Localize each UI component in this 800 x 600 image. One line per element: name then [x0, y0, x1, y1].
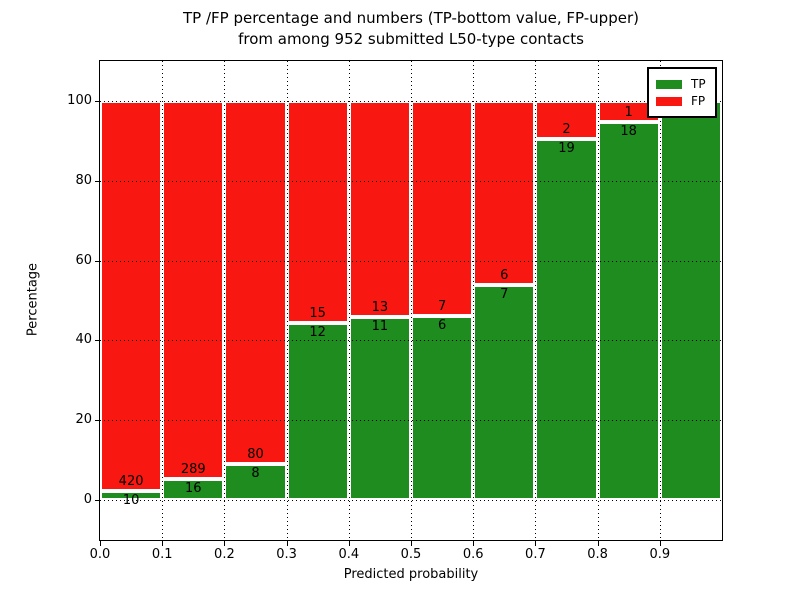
- fp-bar-segment: [286, 100, 349, 323]
- tp-count-label: 7: [500, 287, 509, 303]
- tp-count-label: 16: [185, 481, 202, 497]
- x-tick-mark: [473, 541, 475, 546]
- tp-legend-swatch: [656, 79, 682, 89]
- fp-bar-segment: [100, 100, 163, 491]
- x-tick-label: 0.6: [462, 547, 484, 562]
- fp-count-label: 6: [500, 268, 509, 284]
- y-tick-mark: [95, 180, 100, 182]
- y-tick-label: 80: [75, 172, 92, 188]
- fp-count-label: 15: [309, 305, 326, 321]
- tp-bar-segment: [286, 322, 349, 501]
- tp-bar-segment: [597, 121, 660, 501]
- tp-count-label: 18: [620, 123, 637, 139]
- x-tick-mark: [659, 541, 661, 546]
- x-tick-mark: [411, 541, 412, 546]
- x-tick-mark: [535, 541, 537, 546]
- tp-count-label: 6: [437, 317, 447, 333]
- tp-bar-segment: [535, 138, 598, 501]
- tp-bar-segment: [162, 479, 225, 501]
- fp-bar-segment: [348, 100, 411, 318]
- fp-bar-segment: [162, 100, 225, 480]
- x-tick-label: 0.2: [214, 547, 235, 562]
- annotations-layer: 420102891680815121311766721911812: [100, 61, 722, 540]
- x-tick-label: 0.9: [649, 547, 671, 562]
- fp-count-label: 7: [437, 298, 447, 314]
- y-tick-label: 40: [75, 332, 92, 348]
- legend-label: TP: [691, 77, 706, 91]
- bars-layer: [100, 61, 722, 540]
- fp-count-label: 80: [247, 446, 264, 462]
- x-tick-label: 0.3: [276, 547, 297, 562]
- x-tick-mark: [224, 541, 226, 546]
- y-tick-mark: [95, 420, 100, 422]
- tp-bar-segment: [100, 490, 163, 501]
- x-tick-mark: [162, 541, 164, 546]
- tp-count-label: 10: [122, 492, 140, 508]
- chart-title-line1: TP /FP percentage and numbers (TP-bottom…: [183, 9, 639, 27]
- fp-count-label: 2: [562, 121, 571, 137]
- x-tick-mark: [597, 541, 599, 546]
- y-tick-label: 20: [75, 412, 92, 428]
- chart-title: TP /FP percentage and numbers (TP-bottom…: [100, 8, 722, 50]
- tp-count-label: 12: [309, 324, 326, 340]
- tp-bar-segment: [659, 100, 722, 501]
- x-tick-mark: [100, 541, 101, 546]
- y-tick-mark: [95, 100, 100, 102]
- chart-title-line2: from among 952 submitted L50-type contac…: [238, 30, 584, 48]
- y-tick-label: 100: [67, 92, 92, 108]
- x-tick-label: 0.4: [338, 547, 360, 562]
- fp-legend-swatch: [656, 96, 682, 106]
- x-tick-label: 0.7: [525, 547, 546, 562]
- legend: TP FP: [647, 67, 717, 118]
- legend-label: FP: [691, 94, 706, 108]
- y-tick-mark: [95, 500, 100, 502]
- x-tick-mark: [348, 541, 350, 546]
- fp-count-label: 289: [180, 462, 206, 478]
- y-tick-label: 60: [75, 252, 92, 268]
- tp-bar-segment: [224, 463, 287, 501]
- tp-bar-segment: [411, 315, 474, 501]
- x-tick-mark: [286, 541, 288, 546]
- fp-bar-segment: [473, 100, 536, 286]
- x-tick-label: 0.8: [587, 547, 608, 562]
- fp-count-label: 13: [371, 300, 389, 316]
- fp-bar-segment: [224, 100, 287, 464]
- x-tick-label: 0.5: [400, 547, 422, 562]
- x-tick-label: 0.0: [89, 547, 111, 562]
- plot-area: 420102891680815121311766721911812: [99, 60, 723, 541]
- tp-bar-segment: [348, 317, 411, 501]
- legend-row: FP: [656, 94, 706, 108]
- tp-bar-segment: [473, 285, 536, 501]
- y-tick-label: 0: [83, 492, 92, 508]
- legend-row: TP: [656, 77, 706, 91]
- tp-count-label: 8: [251, 465, 260, 481]
- y-tick-mark: [95, 260, 100, 262]
- tp-count-label: 11: [371, 319, 389, 335]
- tp-count-label: 19: [558, 140, 575, 156]
- fp-count-label: 420: [118, 473, 144, 489]
- y-axis-label: Percentage: [25, 262, 41, 337]
- fp-bar-segment: [535, 100, 598, 139]
- x-tick-label: 0.1: [151, 547, 173, 562]
- y-tick-mark: [95, 340, 100, 342]
- x-axis-label: Predicted probability: [343, 567, 479, 582]
- fp-count-label: 1: [624, 104, 633, 120]
